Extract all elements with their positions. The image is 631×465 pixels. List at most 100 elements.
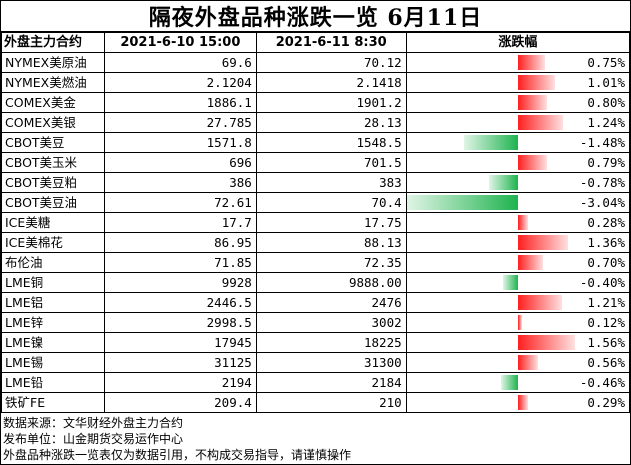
footnotes: 数据来源：文华财经外盘主力合约 发布单位：山金期货交易运作中心 外盘品种涨跌一览…: [3, 415, 628, 463]
table-row: LME锡 31125 31300 0.56%: [1, 352, 631, 373]
change-bar-down: [501, 375, 518, 390]
cell-curr: 28.13: [255, 112, 407, 133]
cell-prev: 71.85: [103, 252, 257, 273]
change-value: -3.04%: [579, 195, 625, 210]
note-publisher: 发布单位：山金期货交易运作中心: [3, 432, 184, 446]
change-value: 1.36%: [587, 235, 625, 250]
note-disclaimer: 外盘品种涨跌一览表仅为数据引用，不构成交易指导，请谨慎操作: [3, 448, 352, 462]
change-bar-up: [517, 235, 568, 250]
quote-table: 外盘主力合约 2021-6-10 15:00 2021-6-11 8:30 涨跌…: [1, 32, 631, 413]
change-bar-up: [517, 295, 563, 310]
cell-prev: 31125: [103, 352, 257, 373]
cell-name: ICE美棉花: [1, 232, 105, 253]
header-name: 外盘主力合约: [1, 32, 105, 53]
cell-prev: 17.7: [103, 212, 257, 233]
cell-change: 0.12%: [405, 312, 631, 333]
change-bar-up: [517, 315, 523, 330]
cell-curr: 210: [255, 392, 407, 413]
table-row: COMEX美银 27.785 28.13 1.24%: [1, 112, 631, 133]
change-bar-up: [517, 155, 547, 170]
cell-curr: 3002: [255, 312, 407, 333]
table-row: LME铜 9928 9888.00 -0.40%: [1, 272, 631, 293]
cell-prev: 1886.1: [103, 92, 257, 113]
table-row: CBOT美豆 1571.8 1548.5 -1.48%: [1, 132, 631, 153]
cell-name: COMEX美金: [1, 92, 105, 113]
cell-change: 0.75%: [405, 52, 631, 73]
cell-prev: 2194: [103, 372, 257, 393]
change-bar-down: [503, 275, 518, 290]
change-value: -0.46%: [579, 375, 625, 390]
change-value: -0.78%: [579, 175, 625, 190]
cell-change: 0.56%: [405, 352, 631, 373]
cell-prev: 69.6: [103, 52, 257, 73]
cell-curr: 18225: [255, 332, 407, 353]
cell-name: CBOT美豆粕: [1, 172, 105, 193]
cell-change: 1.56%: [405, 332, 631, 353]
table-row: LME锌 2998.5 3002 0.12%: [1, 312, 631, 333]
cell-curr: 2.1418: [255, 72, 407, 93]
table-row: LME铅 2194 2184 -0.46%: [1, 372, 631, 393]
cell-name: 布伦油: [1, 252, 105, 273]
cell-prev: 2446.5: [103, 292, 257, 313]
cell-prev: 27.785: [103, 112, 257, 133]
cell-name: NYMEX美燃油: [1, 72, 105, 93]
cell-prev: 209.4: [103, 392, 257, 413]
cell-change: 0.80%: [405, 92, 631, 113]
cell-name: ICE美糖: [1, 212, 105, 233]
cell-curr: 70.4: [255, 192, 407, 213]
table-row: CBOT美玉米 696 701.5 0.79%: [1, 152, 631, 173]
cell-prev: 386: [103, 172, 257, 193]
cell-curr: 2476: [255, 292, 407, 313]
cell-prev: 17945: [103, 332, 257, 353]
cell-name: LME铝: [1, 292, 105, 313]
page-title: 隔夜外盘品种涨跌一览 6月11日: [1, 1, 630, 32]
cell-name: LME锡: [1, 352, 105, 373]
table-row: ICE美糖 17.7 17.75 0.28%: [1, 212, 631, 233]
table-row: CBOT美豆粕 386 383 -0.78%: [1, 172, 631, 193]
cell-curr: 701.5: [255, 152, 407, 173]
cell-prev: 2998.5: [103, 312, 257, 333]
cell-prev: 72.61: [103, 192, 257, 213]
cell-curr: 383: [255, 172, 407, 193]
change-value: 1.24%: [587, 115, 625, 130]
cell-prev: 696: [103, 152, 257, 173]
change-bar-up: [517, 95, 548, 110]
cell-curr: 9888.00: [255, 272, 407, 293]
cell-change: 0.29%: [405, 392, 631, 413]
cell-prev: 1571.8: [103, 132, 257, 153]
cell-change: 1.01%: [405, 72, 631, 93]
cell-curr: 70.12: [255, 52, 407, 73]
table-row: LME镍 17945 18225 1.56%: [1, 332, 631, 353]
change-value: -0.40%: [579, 275, 625, 290]
table-row: 铁矿FE 209.4 210 0.29%: [1, 392, 631, 413]
change-bar-down: [463, 135, 518, 150]
cell-prev: 9928: [103, 272, 257, 293]
cell-change: 1.24%: [405, 112, 631, 133]
table-row: NYMEX美原油 69.6 70.12 0.75%: [1, 52, 631, 73]
cell-prev: 2.1204: [103, 72, 257, 93]
change-value: 1.21%: [587, 295, 625, 310]
cell-change: 0.70%: [405, 252, 631, 273]
change-value: 1.01%: [587, 75, 625, 90]
cell-name: CBOT美豆: [1, 132, 105, 153]
table-row: 布伦油 71.85 72.35 0.70%: [1, 252, 631, 273]
change-bar-up: [517, 355, 539, 370]
header-curr: 2021-6-11 8:30: [255, 32, 407, 53]
cell-name: NYMEX美原油: [1, 52, 105, 73]
cell-name: COMEX美银: [1, 112, 105, 133]
change-value: 0.12%: [587, 315, 625, 330]
change-bar-up: [517, 395, 529, 410]
cell-change: -0.46%: [405, 372, 631, 393]
cell-change: -1.48%: [405, 132, 631, 153]
change-value: 0.56%: [587, 355, 625, 370]
cell-change: 0.28%: [405, 212, 631, 233]
table-row: NYMEX美燃油 2.1204 2.1418 1.01%: [1, 72, 631, 93]
change-value: 0.80%: [587, 95, 625, 110]
header-row: 外盘主力合约 2021-6-10 15:00 2021-6-11 8:30 涨跌…: [1, 32, 631, 53]
cell-curr: 1548.5: [255, 132, 407, 153]
header-prev: 2021-6-10 15:00: [103, 32, 257, 53]
change-value: 0.75%: [587, 55, 625, 70]
table-body: NYMEX美原油 69.6 70.12 0.75% NYMEX美燃油 2.1204 2.14…: [1, 52, 631, 413]
cell-change: -3.04%: [405, 192, 631, 213]
cell-change: -0.78%: [405, 172, 631, 193]
